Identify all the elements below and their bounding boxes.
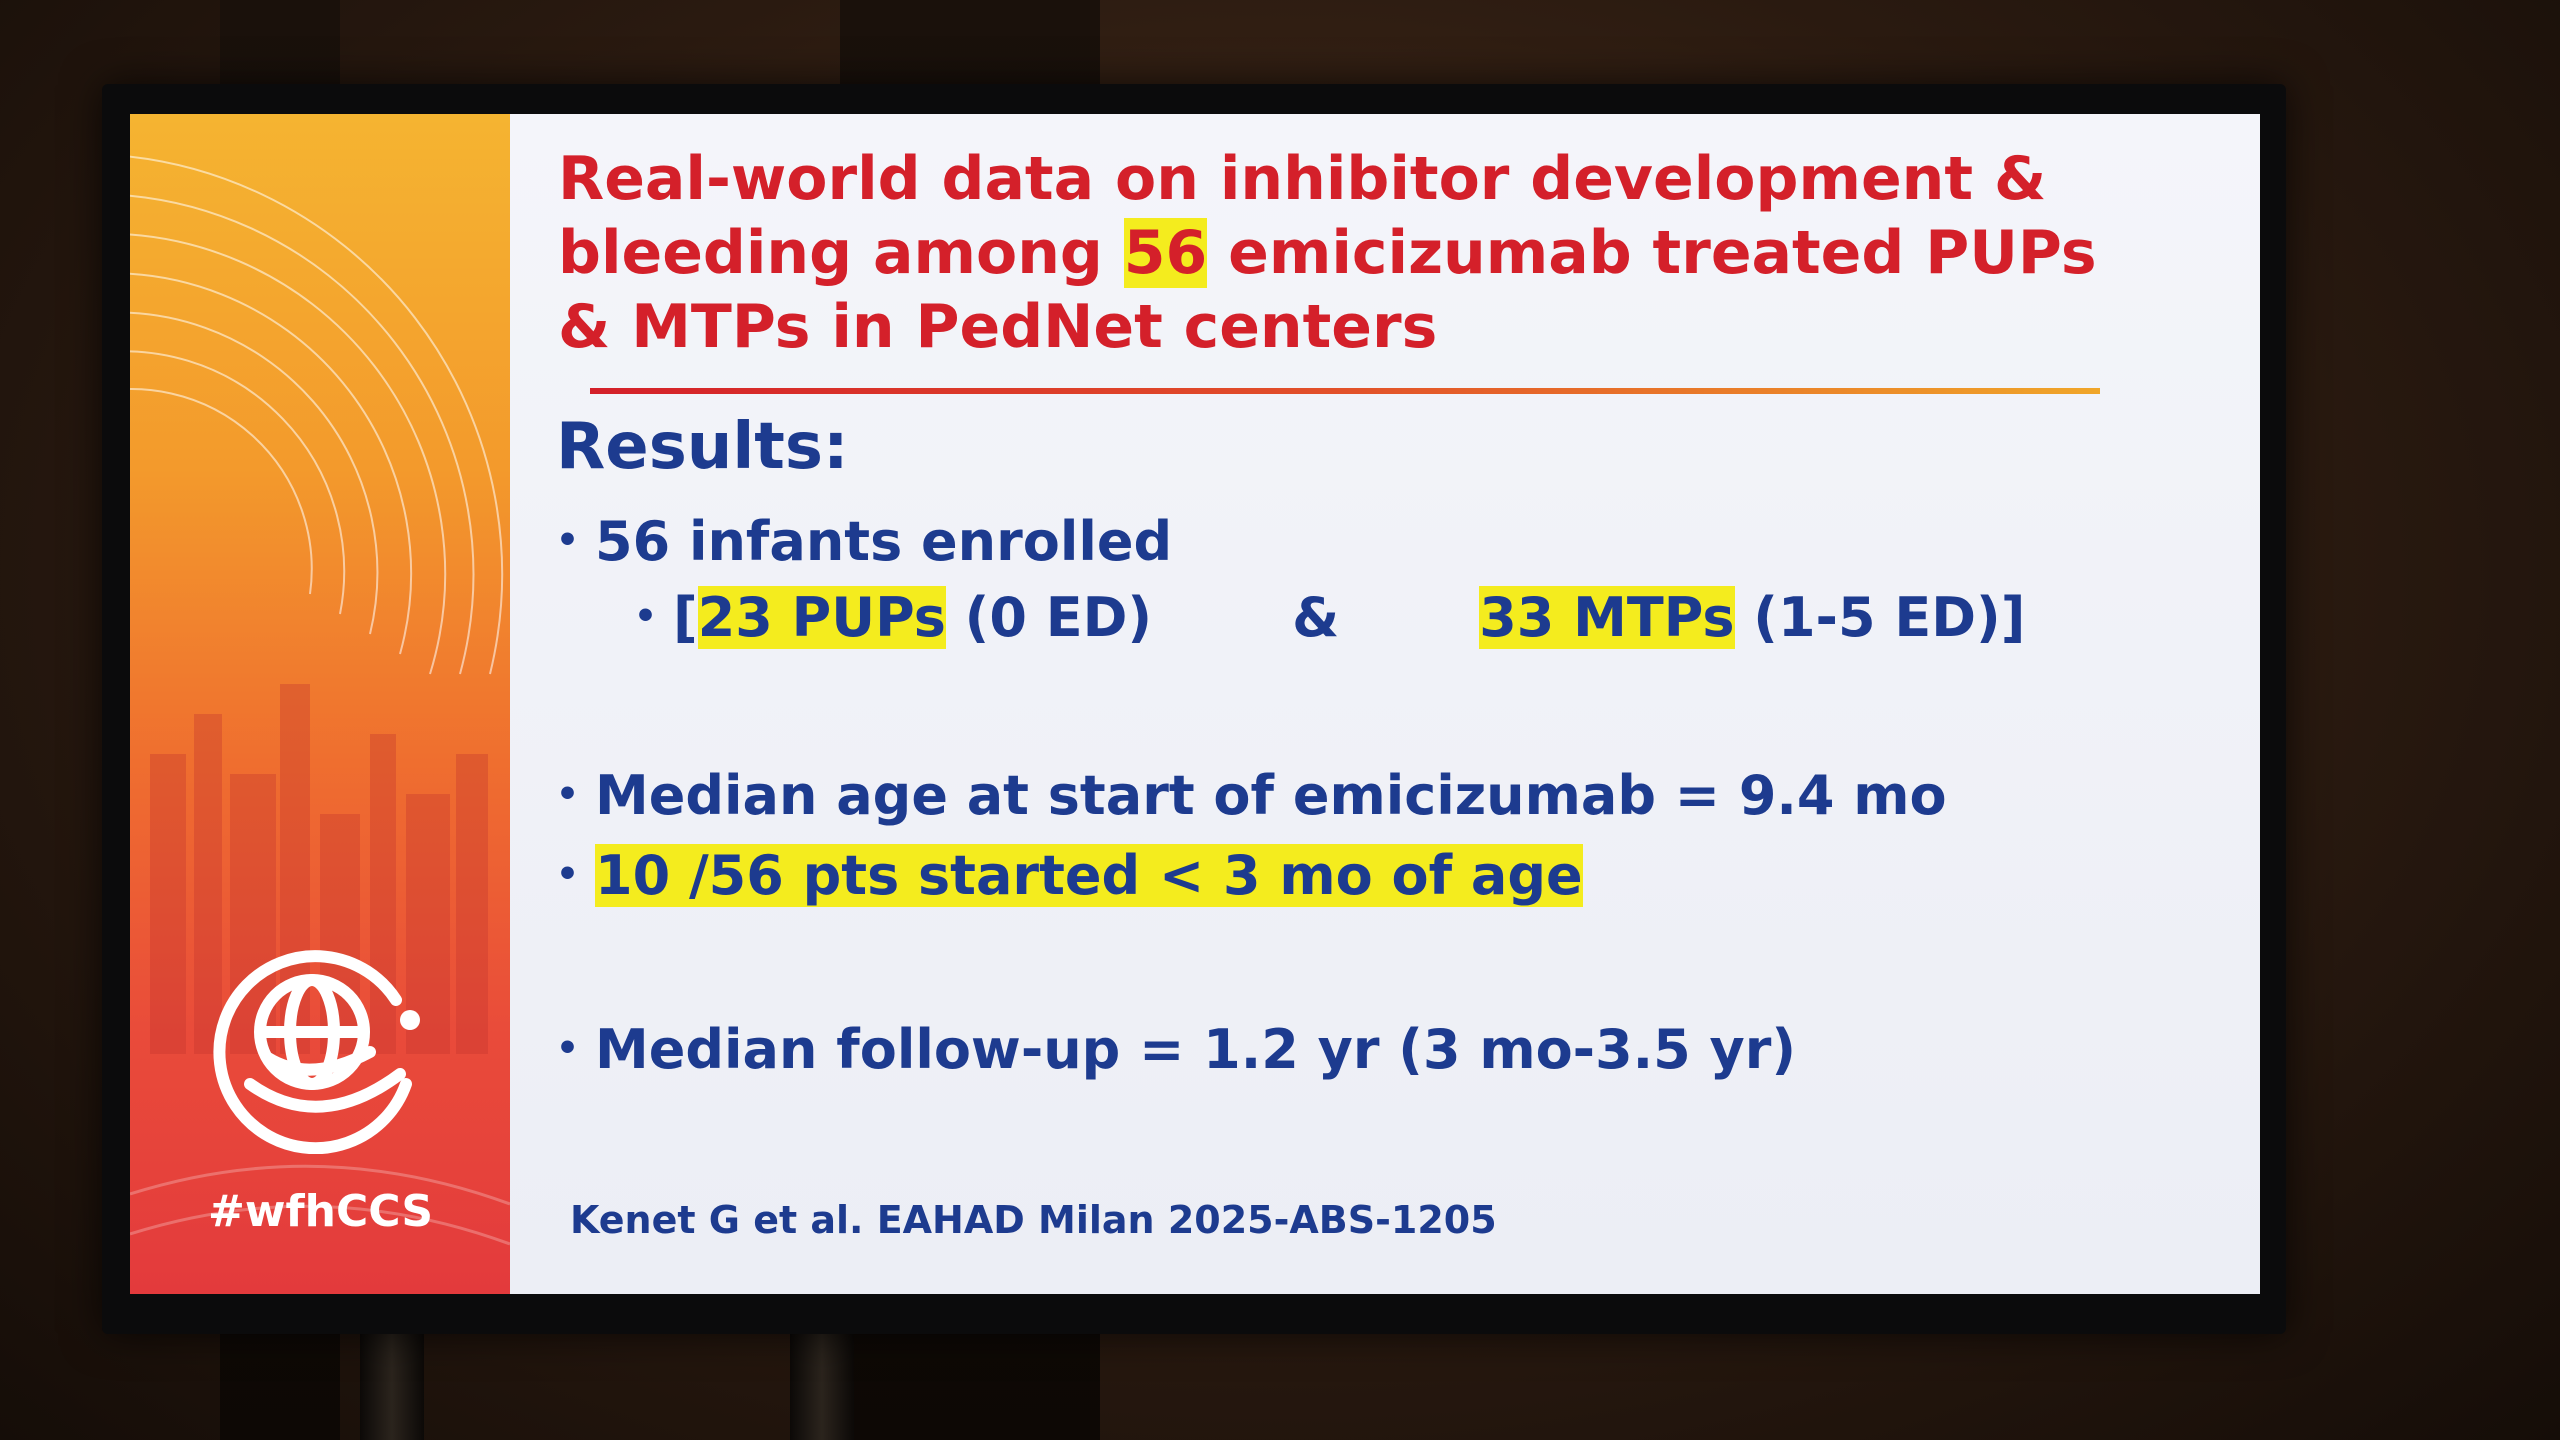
side-panel: #wfhCCS (130, 114, 510, 1294)
title-line-2b: emicizumab treated PUPs (1228, 218, 2097, 288)
bullet-follow-up: • Median follow-up = 1.2 yr (3 mo-3.5 yr) (556, 1018, 1796, 1081)
title-line-3: & MTPs in PedNet centers (558, 292, 1438, 362)
slide-screen: #wfhCCS Real-world data on inhibitor dev… (130, 114, 2260, 1294)
bullet-enrolled: • 56 infants enrolled (556, 510, 1172, 573)
bullet-dot: • (556, 520, 580, 561)
mtps-rest: (1-5 ED)] (1734, 586, 2026, 649)
ampersand: & (1292, 586, 1340, 649)
citation: Kenet G et al. EAHAD Milan 2025-ABS-1205 (570, 1198, 1497, 1242)
title-divider (590, 388, 2100, 394)
bullet-dot: • (634, 596, 658, 637)
title-highlight-56: 56 (1123, 218, 1208, 288)
pups-rest: (0 ED) (945, 586, 1153, 649)
bullet-follow-up-text: Median follow-up = 1.2 yr (3 mo-3.5 yr) (595, 1018, 1797, 1081)
globe-hand-icon (213, 950, 420, 1154)
mtps-highlight: 33 MTPs (1479, 586, 1735, 649)
slide-title: Real-world data on inhibitor development… (558, 142, 2218, 364)
bullet-dot: • (556, 774, 580, 815)
bullet-started-early: • 10 /56 pts started < 3 mo of age (556, 844, 1583, 907)
bullet-median-age-text: Median age at start of emicizumab = 9.4 … (595, 764, 1947, 827)
bullet-dot: • (556, 1028, 580, 1069)
title-line-2a: bleeding among (558, 218, 1103, 288)
bullet-dot: • (556, 854, 580, 895)
bullet-enrolled-text: 56 infants enrolled (595, 510, 1173, 573)
bullet-started-early-text: 10 /56 pts started < 3 mo of age (595, 844, 1583, 907)
title-line-1: Real-world data on inhibitor development… (558, 144, 2047, 214)
bullet-median-age: • Median age at start of emicizumab = 9.4… (556, 764, 1947, 827)
results-heading: Results: (556, 410, 849, 484)
slide-content: Real-world data on inhibitor development… (510, 114, 2260, 1294)
sub-bullet-groups: • [23 PUPs (0 ED) & 33 MTPs (1-5 ED)] (634, 586, 2025, 649)
hashtag-label: #wfhCCS (208, 1186, 434, 1237)
pups-highlight: 23 PUPs (697, 586, 946, 649)
sub-bullet-open: [ (673, 586, 698, 649)
